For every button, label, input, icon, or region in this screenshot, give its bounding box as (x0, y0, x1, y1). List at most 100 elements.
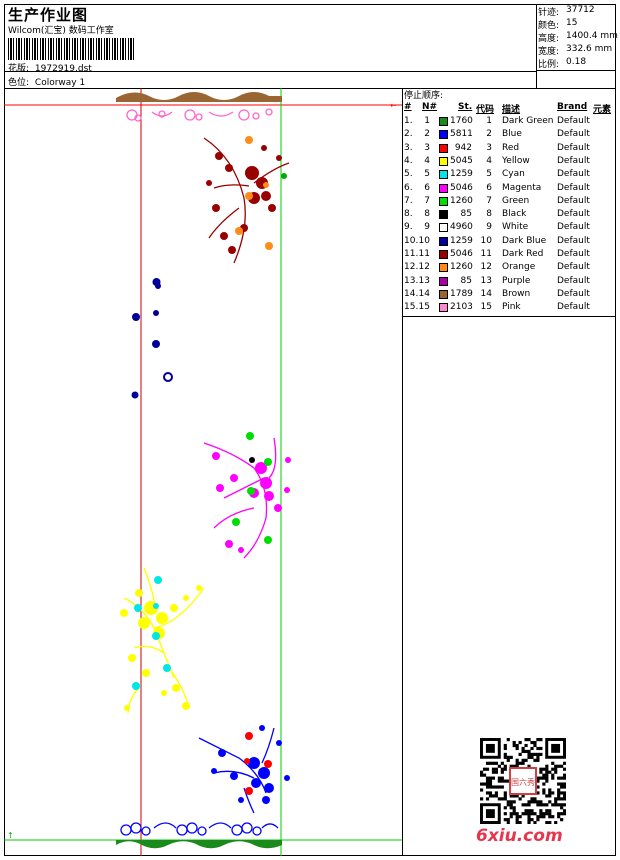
row-description: Dark Blue (502, 235, 547, 246)
row-n: 8 (424, 209, 430, 220)
color-swatch (439, 250, 448, 259)
divider (536, 4, 537, 88)
color-swatch (439, 117, 448, 126)
row-description: Purple (502, 275, 531, 286)
row-code: 6 (486, 182, 492, 193)
legend-row: 7. 7 1260 7 Green Default (402, 196, 616, 209)
row-brand: Default (557, 195, 590, 206)
col-header-element: 元素 (593, 105, 612, 115)
row-n: 12 (418, 262, 430, 273)
row-description: Cyan (502, 169, 525, 180)
row-brand: Default (557, 209, 590, 220)
row-stitches: 1260 (450, 195, 473, 206)
row-description: Green (502, 195, 530, 206)
design-label: 花版: (8, 64, 30, 74)
design-file-row: 花版: 1972919.dst (8, 61, 92, 74)
col-header-brand: Brand (557, 102, 588, 112)
color-swatch (439, 303, 448, 313)
page-frame (4, 4, 616, 856)
row-description: Red (502, 142, 520, 153)
legend-title: 停止顺序: (404, 91, 444, 101)
legend-row: 8. 8 85 8 Black Default (402, 209, 616, 222)
color-swatch (439, 263, 448, 273)
color-swatch (439, 223, 448, 233)
row-code: 12 (480, 262, 492, 273)
row-code: 11 (480, 249, 492, 259)
row-brand: Default (557, 222, 590, 233)
header: 生产作业图 Wilcom(汇宝) 数码工作室 花版: 1972919.dst 色… (4, 4, 536, 88)
legend-row: 2. 2 5811 2 Blue Default (402, 129, 616, 142)
row-n: 1 (424, 116, 430, 126)
color-swatch (439, 130, 448, 140)
row-n: 5 (424, 169, 430, 180)
row-stitches: 5046 (450, 249, 473, 259)
row-brand: Default (557, 249, 590, 259)
stat-width: 宽度: 332.6 mm (538, 44, 613, 57)
row-stitches: 5046 (450, 182, 473, 193)
stats-panel: 针迹: 37712 颜色: 15 高度: 1400.4 mm 宽度: 332.6 mm … (536, 4, 618, 70)
row-num: 6. (404, 182, 413, 193)
row-num: 7. (404, 195, 413, 206)
row-code: 14 (480, 288, 492, 299)
divider (402, 316, 616, 317)
arrow-left-icon: ← (390, 101, 397, 110)
row-n: 14 (418, 288, 430, 299)
floral-spray-yellow (120, 567, 205, 714)
row-brand: Default (557, 275, 590, 286)
row-n: 6 (424, 182, 430, 193)
page-title: 生产作业图 (8, 6, 89, 24)
embroidery-canvas: ← ↑ (4, 88, 402, 856)
row-num: 15. (404, 302, 419, 313)
row-num: 13. (404, 275, 419, 286)
qr-code: 国六秀 (480, 738, 567, 825)
stat-colors: 颜色: 15 (538, 18, 578, 31)
watermark-site: 6xiu.com (476, 826, 563, 846)
col-header-n: N# (422, 102, 438, 112)
color-swatch (439, 170, 448, 180)
row-description: Orange (502, 262, 536, 273)
row-stitches: 85 (460, 209, 472, 220)
row-code: 13 (480, 275, 492, 286)
row-stitches: 5045 (450, 155, 473, 166)
row-code: 2 (486, 129, 492, 140)
row-brand: Default (557, 116, 590, 126)
row-n: 10 (418, 235, 430, 246)
bottom-border-green (116, 840, 282, 849)
col-header-desc: 描述 (502, 105, 521, 115)
row-n: 15 (418, 302, 430, 313)
floral-spray-darkred (203, 136, 290, 264)
legend-row: 4. 4 5045 4 Yellow Default (402, 156, 616, 169)
color-swatch (439, 210, 448, 220)
row-brand: Default (557, 129, 590, 140)
row-num: 1. (404, 116, 413, 126)
row-brand: Default (557, 235, 590, 246)
scattered-darkblue-motifs (131, 278, 173, 399)
legend-row: 11. 11 5046 11 Dark Red Default (402, 249, 616, 262)
embroidery-preview[interactable]: ← ↑ (4, 88, 402, 856)
row-brand: Default (557, 288, 590, 299)
col-header-num: # (404, 102, 412, 112)
row-code: 1 (486, 116, 492, 126)
top-border-brown (116, 92, 282, 102)
color-swatch (439, 183, 448, 193)
row-stitches: 1260 (450, 262, 473, 273)
row-stitches: 1789 (450, 288, 473, 299)
row-stitches: 1259 (450, 235, 473, 246)
arrow-up-icon: ↑ (7, 831, 14, 840)
row-num: 3. (404, 142, 413, 153)
row-brand: Default (557, 142, 590, 153)
stat-height: 高度: 1400.4 mm (538, 31, 618, 44)
legend-row: 13. 13 85 13 Purple Default (402, 276, 616, 289)
row-description: Blue (502, 129, 522, 140)
row-n: 13 (418, 275, 430, 286)
row-n: 4 (424, 155, 430, 166)
row-description: White (502, 222, 529, 233)
stat-stitches: 针迹: 37712 (538, 5, 595, 18)
row-description: Black (502, 209, 527, 220)
row-code: 15 (480, 302, 492, 313)
floral-spray-magenta (203, 432, 291, 559)
colorway-row: 色位: Colorway 1 (8, 75, 85, 88)
bottom-border-blue (120, 822, 279, 836)
color-swatch (439, 289, 448, 299)
row-num: 10. (404, 235, 419, 246)
